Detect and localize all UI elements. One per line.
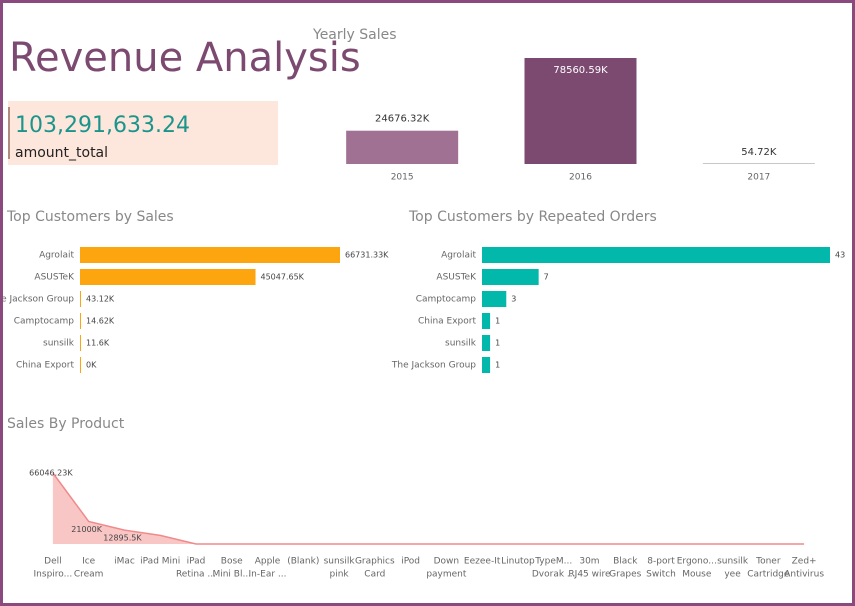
x-tick-label: Antivirus	[784, 570, 824, 580]
x-tick-label: yee	[724, 570, 741, 580]
bar	[482, 357, 491, 373]
x-tick-label: Black	[613, 557, 638, 567]
x-tick-label: Grapes	[609, 570, 641, 580]
bar	[702, 163, 815, 164]
data-label: 45047.65K	[261, 273, 305, 282]
x-tick-label: Apple	[255, 557, 281, 567]
chart-title: Sales By Product	[7, 416, 125, 432]
line	[52, 472, 805, 545]
bar	[80, 335, 81, 351]
data-label: 78560.59K	[553, 65, 608, 76]
chart-title: Top Customers by Repeated Orders	[408, 209, 657, 225]
x-tick-label: Retina ...	[176, 570, 216, 580]
data-label: 66731.33K	[345, 251, 389, 260]
data-label: 3	[511, 295, 516, 304]
data-label: 54.72K	[741, 147, 777, 158]
category-label: The Jackson Group	[3, 295, 74, 305]
bar	[346, 130, 459, 164]
x-tick-label: Dell	[44, 557, 61, 567]
x-tick-label: iPod	[401, 557, 420, 567]
data-label: 21000K	[71, 525, 102, 534]
x-tick-label: TypeM...	[534, 557, 572, 567]
data-label: 24676.32K	[375, 114, 430, 125]
chart-title: Top Customers by Sales	[6, 209, 174, 225]
category-label: sunsilk	[445, 339, 477, 349]
data-label: 66046.23K	[29, 469, 73, 478]
x-tick-label: iMac	[114, 557, 135, 567]
bar	[80, 291, 81, 307]
data-label: 7	[544, 273, 549, 282]
category-label: China Export	[16, 361, 75, 371]
data-label: 11.6K	[86, 339, 110, 348]
bar	[482, 335, 491, 351]
x-tick-label: 2016	[569, 173, 592, 183]
x-tick-label: Bose	[221, 557, 243, 567]
kpi-value: 103,291,633.24	[15, 113, 190, 138]
x-tick-label: 2015	[391, 173, 414, 183]
category-label: sunsilk	[43, 339, 75, 349]
x-tick-label: Toner	[755, 557, 781, 567]
category-label: Agrolait	[39, 251, 74, 261]
x-tick-label: Cream	[74, 570, 104, 580]
x-tick-label: Mouse	[682, 570, 712, 580]
x-tick-label: Graphics	[355, 557, 395, 567]
x-tick-label: Ergono...	[677, 557, 717, 567]
x-tick-label: Mini Bl...	[212, 570, 251, 580]
x-tick-label: Switch	[646, 570, 676, 580]
bar	[482, 269, 539, 285]
x-tick-label: Down	[434, 557, 460, 567]
chart-title: Yearly Sales	[312, 27, 397, 43]
category-label: China Export	[418, 317, 477, 327]
data-label: 1	[495, 361, 500, 370]
category-label: Camptocamp	[14, 317, 75, 327]
kpi-card	[8, 101, 278, 165]
data-label: 0K	[86, 361, 97, 370]
x-tick-label: Inspiro...	[34, 570, 73, 580]
bar	[482, 313, 491, 329]
x-tick-label: RJ45 wire	[568, 570, 611, 580]
bar	[482, 247, 830, 263]
x-tick-label: Card	[364, 570, 385, 580]
x-tick-label: Ice	[82, 557, 96, 567]
bar	[80, 247, 340, 263]
bar	[80, 269, 256, 285]
bar	[80, 357, 81, 373]
category-label: ASUSTeK	[34, 273, 75, 283]
kpi-label: amount_total	[15, 145, 108, 161]
x-tick-label: Cartridge	[747, 570, 790, 580]
category-label: ASUSTeK	[436, 273, 477, 283]
x-tick-label: 2017	[747, 173, 770, 183]
x-tick-label: Dvorak ...	[532, 570, 576, 580]
area	[52, 473, 805, 544]
canvas: Revenue Analysis 103,291,633.24 amount_t…	[3, 27, 845, 580]
x-tick-label: sunsilk	[324, 557, 356, 567]
data-label: 14.62K	[86, 317, 115, 326]
x-tick-label: 30m	[579, 557, 599, 567]
x-tick-label: sunsilk	[717, 557, 749, 567]
category-label: The Jackson Group	[391, 361, 476, 371]
x-tick-label: pink	[329, 570, 349, 580]
data-label: 1	[495, 317, 500, 326]
x-tick-label: payment	[426, 570, 467, 580]
data-label: 43	[835, 251, 845, 260]
x-tick-label: 8-port	[647, 557, 675, 567]
bar	[524, 58, 637, 164]
x-tick-label: Linutop	[501, 557, 535, 567]
data-label: 1	[495, 339, 500, 348]
page-title: Revenue Analysis	[9, 35, 361, 81]
x-tick-label: iPad Mini	[140, 557, 180, 567]
x-tick-label: Eezee-It	[464, 557, 501, 567]
data-label: 43.12K	[86, 295, 115, 304]
category-label: Agrolait	[441, 251, 476, 261]
category-label: Camptocamp	[416, 295, 477, 305]
x-tick-label: Zed+	[792, 557, 817, 567]
bar	[80, 313, 81, 329]
bar	[482, 291, 507, 307]
x-tick-label: In-Ear ...	[249, 570, 287, 580]
x-tick-label: (Blank)	[287, 557, 319, 567]
x-tick-label: iPad	[187, 557, 206, 567]
data-label: 12895.5K	[103, 534, 142, 543]
